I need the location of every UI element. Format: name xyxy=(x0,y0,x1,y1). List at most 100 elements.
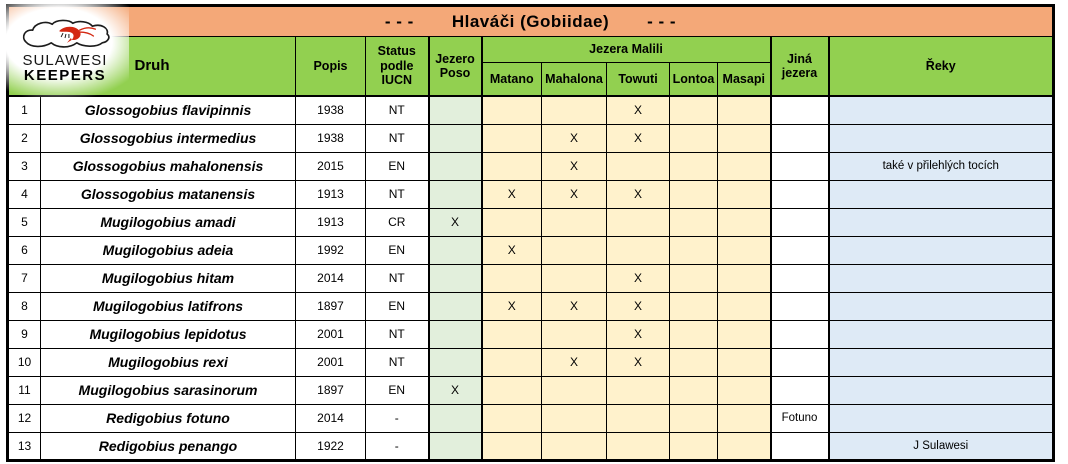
table-row: 7 Mugilogobius hitam 2014 NT X xyxy=(7,263,1054,293)
cell-popis-year: 2001 xyxy=(295,347,366,377)
cell-matano xyxy=(481,375,542,405)
cell-matano xyxy=(481,263,542,293)
cell-jezero-poso xyxy=(427,291,483,321)
cell-lontoa xyxy=(669,431,718,461)
cell-masapi xyxy=(717,291,771,321)
cell-species-name: Glossogobius matanensis xyxy=(40,179,296,209)
cell-lontoa xyxy=(669,95,718,125)
species-table: - - - Hlaváči (Gobiidae) - - - Druh Popi… xyxy=(6,4,1055,462)
table-title: - - - Hlaváči (Gobiidae) - - - xyxy=(7,5,1054,37)
table-row: 9 Mugilogobius lepidotus 2001 NT X xyxy=(7,319,1054,349)
cell-jezero-poso xyxy=(427,431,483,461)
cell-species-name: Mugilogobius sarasinorum xyxy=(40,375,296,405)
col-header-matano: Matano xyxy=(481,62,542,97)
cell-row-number: 12 xyxy=(7,403,41,433)
cell-mahalona: X xyxy=(541,347,607,377)
cell-species-name: Redigobius penango xyxy=(40,431,296,461)
cell-matano: X xyxy=(481,179,542,209)
cell-mahalona: X xyxy=(541,179,607,209)
cell-masapi xyxy=(717,431,771,461)
cell-lontoa xyxy=(669,375,718,405)
cell-masapi xyxy=(717,319,771,349)
cell-masapi xyxy=(717,179,771,209)
cell-towuti xyxy=(606,235,670,265)
cell-jezero-poso xyxy=(427,403,483,433)
cell-mahalona xyxy=(541,403,607,433)
cell-jina-jezera xyxy=(769,319,830,349)
cell-jina-jezera xyxy=(769,95,830,125)
cell-species-name: Glossogobius intermedius xyxy=(40,123,296,153)
cell-popis-year: 2014 xyxy=(295,403,366,433)
cell-popis-year: 1913 xyxy=(295,179,366,209)
header-row-lakes: Matano Mahalona Towuti Lontoa Masapi xyxy=(8,62,1054,97)
cell-lontoa xyxy=(669,403,718,433)
cell-lontoa xyxy=(669,291,718,321)
col-header-status-iucn: Status podle IUCN xyxy=(365,36,429,97)
title-row: - - - Hlaváči (Gobiidae) - - - xyxy=(7,5,1054,37)
cell-popis-year: 1897 xyxy=(295,291,366,321)
cell-reky: J Sulawesi xyxy=(827,431,1054,461)
cell-jina-jezera xyxy=(769,179,830,209)
cell-lontoa xyxy=(669,263,718,293)
cell-masapi xyxy=(717,403,771,433)
cell-matano xyxy=(481,95,542,125)
cell-mahalona xyxy=(541,235,607,265)
cell-masapi xyxy=(717,375,771,405)
logo-text-sulawesi: SULAWESI xyxy=(22,52,108,70)
table-row: 11 Mugilogobius sarasinorum 1897 EN X xyxy=(7,375,1054,405)
cell-popis-year: 2001 xyxy=(295,319,366,349)
cell-jina-jezera xyxy=(769,375,830,405)
shrimp-icon xyxy=(22,19,110,48)
cell-species-name: Redigobius fotuno xyxy=(40,403,296,433)
sulawesi-keepers-logo: SULAWESI KEEPERS xyxy=(1,1,129,100)
cell-lontoa xyxy=(669,207,718,237)
cell-iucn-status: - xyxy=(365,431,429,461)
cell-mahalona: X xyxy=(541,123,607,153)
col-header-reky: Řeky xyxy=(827,36,1054,97)
cell-towuti: X xyxy=(606,347,670,377)
cell-matano: X xyxy=(481,235,542,265)
cell-mahalona xyxy=(541,431,607,461)
col-header-masapi: Masapi xyxy=(717,62,771,97)
cell-jezero-poso xyxy=(427,95,483,125)
cell-reky xyxy=(827,403,1054,433)
table-row: 6 Mugilogobius adeia 1992 EN X xyxy=(7,235,1054,265)
table-row: 2 Glossogobius intermedius 1938 NT X X xyxy=(7,123,1054,153)
logo-text-keepers: KEEPERS xyxy=(23,67,107,85)
cell-jina-jezera xyxy=(769,207,830,237)
cell-iucn-status: EN xyxy=(365,291,429,321)
cell-reky xyxy=(827,263,1054,293)
col-header-towuti: Towuti xyxy=(606,62,670,97)
cell-row-number: 13 xyxy=(7,431,41,461)
cell-species-name: Mugilogobius rexi xyxy=(40,347,296,377)
cell-jina-jezera xyxy=(769,291,830,321)
cell-lontoa xyxy=(669,151,718,181)
cell-iucn-status: CR xyxy=(365,207,429,237)
cell-masapi xyxy=(717,207,771,237)
cell-lontoa xyxy=(669,123,718,153)
cell-reky xyxy=(827,291,1054,321)
page-title: Hlaváči (Gobiidae) xyxy=(451,11,610,31)
table-row: 13 Redigobius penango 1922 - J Sulawesi xyxy=(7,431,1054,461)
cell-masapi xyxy=(717,235,771,265)
cell-jezero-poso xyxy=(427,151,483,181)
cell-masapi xyxy=(717,263,771,293)
cell-row-number: 6 xyxy=(7,235,41,265)
header-row-group: Druh Popis Status podle IUCN Jezero Poso… xyxy=(7,36,1054,97)
cell-towuti: X xyxy=(606,263,670,293)
cell-popis-year: 1913 xyxy=(295,207,366,237)
table-row: 10 Mugilogobius rexi 2001 NT X X xyxy=(7,347,1054,377)
cell-towuti xyxy=(606,207,670,237)
cell-matano xyxy=(481,319,542,349)
cell-species-name: Mugilogobius hitam xyxy=(40,263,296,293)
cell-matano xyxy=(481,431,542,461)
cell-jezero-poso xyxy=(427,123,483,153)
cell-reky xyxy=(827,95,1054,125)
cell-iucn-status: NT xyxy=(365,95,429,125)
cell-popis-year: 1938 xyxy=(295,123,366,153)
cell-towuti xyxy=(606,151,670,181)
cell-towuti: X xyxy=(606,179,670,209)
cell-iucn-status: EN xyxy=(365,375,429,405)
cell-iucn-status: EN xyxy=(365,235,429,265)
col-header-lontoa: Lontoa xyxy=(669,62,718,97)
